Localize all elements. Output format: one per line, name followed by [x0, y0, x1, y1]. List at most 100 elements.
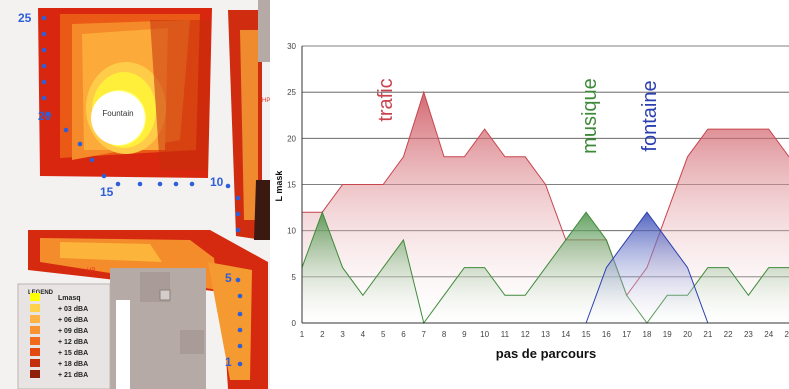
- route-dot: [137, 181, 143, 187]
- route-step-numbers: 25 20 15 10 5 1: [18, 11, 232, 369]
- route-dot: [41, 79, 47, 85]
- y-tick-label: 25: [287, 88, 296, 97]
- x-tick-label: 11: [501, 330, 510, 339]
- x-tick-label: 5: [381, 330, 386, 339]
- route-dot: [77, 141, 83, 147]
- y-tick-label: 5: [292, 273, 297, 282]
- y-tick-label: 15: [287, 181, 296, 190]
- hp-label-upper: HP: [262, 98, 270, 104]
- legend-swatch: [30, 293, 40, 301]
- legend-swatch: [30, 348, 40, 356]
- x-tick-label: 13: [541, 330, 550, 339]
- chart-series: [301, 90, 789, 325]
- route-dot: [63, 127, 69, 133]
- route-dot: [45, 111, 51, 117]
- route-dot: [157, 181, 163, 187]
- buildings: [110, 0, 270, 389]
- y-axis-label: L mask: [274, 170, 284, 202]
- legend-item-label: Lmasq: [58, 295, 81, 302]
- route-dot: [41, 63, 47, 69]
- route-dot: [115, 181, 121, 187]
- series-label-fontaine: fontaine: [639, 80, 661, 151]
- route-dot: [235, 227, 241, 233]
- x-axis-label: pas de parcours: [496, 346, 596, 361]
- x-tick-label: 25: [785, 330, 789, 339]
- x-tick-label: 15: [582, 330, 591, 339]
- x-tick-label: 6: [401, 330, 406, 339]
- legend-swatch: [30, 359, 40, 367]
- legend-swatch: [30, 315, 40, 323]
- route-dot: [41, 15, 47, 21]
- route-dot: [225, 183, 231, 189]
- x-tick-label: 14: [561, 330, 570, 339]
- x-tick-label: 7: [422, 330, 427, 339]
- y-tick-label: 20: [287, 134, 296, 143]
- route-dot: [237, 293, 243, 299]
- route-dot: [41, 31, 47, 37]
- route-number-1: 1: [225, 355, 232, 369]
- y-tick-labels: 0 5 10 15 20 25 30: [287, 42, 296, 328]
- x-tick-label: 3: [340, 330, 345, 339]
- x-tick-labels: 1 2 3 4 5 6 7 8 9 10 11 12 13 14 15 16 17 18 19 20 21 22 23 24 2…: [300, 330, 789, 339]
- chart-axes: [301, 46, 789, 324]
- legend-swatch: [30, 370, 40, 378]
- route-number-15: 15: [100, 185, 114, 199]
- x-tick-label: 2: [320, 330, 325, 339]
- route-dot: [173, 181, 179, 187]
- y-tick-label: 10: [287, 227, 296, 236]
- series-labels: trafic musique fontaine: [375, 78, 661, 154]
- route-dot: [237, 343, 243, 349]
- x-tick-label: 23: [744, 330, 753, 339]
- x-tick-label: 1: [300, 330, 305, 339]
- legend-swatch: [30, 304, 40, 312]
- right-block: [228, 10, 270, 240]
- fountain-label: Fountain: [102, 109, 133, 118]
- x-tick-label: 20: [683, 330, 692, 339]
- route-dot: [101, 173, 107, 179]
- route-number-5: 5: [225, 271, 232, 285]
- route-dot: [189, 181, 195, 187]
- x-tick-label: 18: [643, 330, 652, 339]
- route-dot: [235, 211, 241, 217]
- x-tick-label: 12: [521, 330, 530, 339]
- legend-item-label: + 21 dBA: [58, 372, 88, 379]
- x-tick-label: 9: [462, 330, 467, 339]
- x-tick-label: 8: [442, 330, 447, 339]
- series-label-musique: musique: [579, 78, 601, 154]
- series-area-fontaine: [586, 212, 708, 323]
- route-dot: [237, 327, 243, 333]
- route-number-10: 10: [210, 175, 224, 189]
- route-dot: [235, 195, 241, 201]
- route-number-20: 20: [38, 109, 52, 123]
- noise-map: Fountain HP HP 25 20 15 10 5 1 LEGEND Lm…: [0, 0, 270, 389]
- x-tick-label: 10: [480, 330, 489, 339]
- legend-swatch: [30, 337, 40, 345]
- map-legend: LEGEND Lmasq + 03 dBA + 06 dBA + 09 dBA + 12…: [17, 283, 111, 389]
- legend-item-label: + 06 dBA: [58, 317, 88, 324]
- x-tick-label: 17: [622, 330, 631, 339]
- route-dot: [41, 47, 47, 53]
- legend-item-label: + 15 dBA: [58, 350, 88, 357]
- route-dot: [237, 361, 243, 367]
- legend-item-label: + 12 dBA: [58, 339, 88, 346]
- x-tick-label: 22: [724, 330, 733, 339]
- legend-item-label: + 03 dBA: [58, 306, 88, 313]
- x-tick-label: 21: [703, 330, 712, 339]
- legend-item-label: + 18 dBA: [58, 361, 88, 368]
- route-dot: [237, 311, 243, 317]
- series-label-trafic: trafic: [375, 78, 397, 121]
- y-tick-label: 30: [287, 42, 296, 51]
- hp-label-lower: HP: [87, 268, 95, 274]
- x-tick-label: 19: [663, 330, 672, 339]
- route-dot: [235, 277, 241, 283]
- x-tick-label: 24: [764, 330, 773, 339]
- x-tick-label: 4: [361, 330, 366, 339]
- legend-item-label: + 09 dBA: [58, 328, 88, 335]
- route-dot: [89, 157, 95, 163]
- fountain-circle: [91, 91, 145, 145]
- y-tick-label: 0: [292, 319, 297, 328]
- legend-swatch: [30, 326, 40, 334]
- route-number-25: 25: [18, 11, 32, 25]
